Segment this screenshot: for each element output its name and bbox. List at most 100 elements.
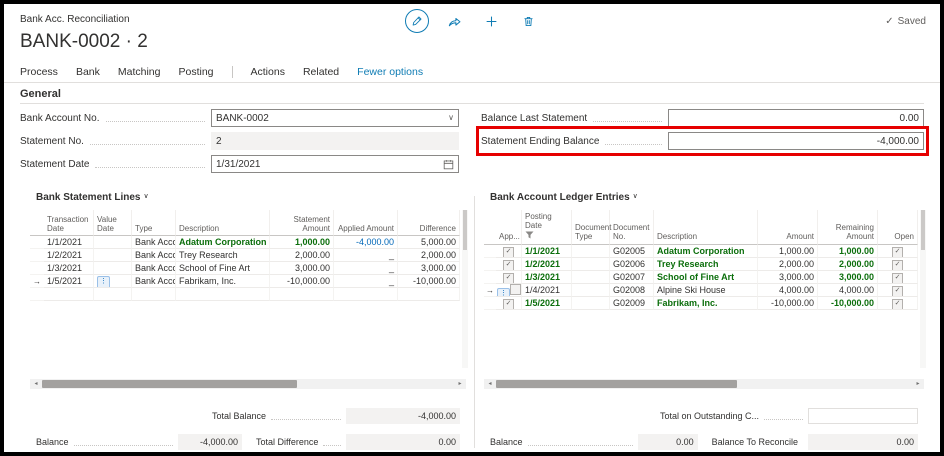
header-description[interactable]: Description xyxy=(654,210,758,245)
menu-matching[interactable]: Matching xyxy=(117,65,161,78)
cell-type[interactable] xyxy=(132,288,176,301)
cell-description[interactable] xyxy=(176,288,270,301)
cell-applied-amount[interactable]: _ xyxy=(334,249,398,262)
cell-document-type[interactable] xyxy=(572,283,610,297)
cell-statement-amount[interactable]: 2,000.00 xyxy=(270,249,334,262)
header-open[interactable]: Open xyxy=(878,210,918,245)
cell-statement-amount[interactable]: 3,000.00 xyxy=(270,262,334,275)
chevron-down-icon[interactable]: ∨ xyxy=(448,113,454,122)
cell-amount[interactable]: 3,000.00 xyxy=(758,270,818,284)
balance-last-statement-input[interactable]: 0.00 xyxy=(668,109,924,127)
cell-type[interactable]: Bank Accou... xyxy=(132,236,176,249)
scrollbar-thumb[interactable] xyxy=(921,210,925,250)
open-checkbox[interactable]: ✓ xyxy=(892,285,903,296)
statement-date-input[interactable]: 1/31/2021 xyxy=(211,155,459,173)
cell-open[interactable]: ✓ xyxy=(878,283,918,297)
cell-document-type[interactable] xyxy=(572,244,610,258)
cell-amount[interactable]: 4,000.00 xyxy=(758,283,818,297)
cell-document-no[interactable]: G02006 xyxy=(610,257,654,271)
bank-statement-lines-caption[interactable]: Bank Statement Lines ∨ xyxy=(36,192,149,203)
cell-amount[interactable]: 2,000.00 xyxy=(758,257,818,271)
cell-difference[interactable]: 5,000.00 xyxy=(398,236,460,249)
scroll-right-icon[interactable]: ▸ xyxy=(458,381,462,387)
menu-bank[interactable]: Bank xyxy=(75,65,100,78)
cell-description[interactable]: School of Fine Art xyxy=(654,270,758,284)
cell-description[interactable]: Fabrikam, Inc. xyxy=(176,275,270,288)
cell-description[interactable]: Adatum Corporation xyxy=(176,236,270,249)
applied-checkbox[interactable]: ✓ xyxy=(503,259,514,270)
add-icon[interactable] xyxy=(481,10,503,32)
cell-applied[interactable]: ✓ xyxy=(496,257,522,271)
horizontal-scrollbar[interactable]: ◂ ▸ xyxy=(30,379,466,389)
header-value-date[interactable]: Value Date xyxy=(94,210,132,236)
cell-type[interactable]: Bank Accou... xyxy=(132,249,176,262)
chevron-down-icon[interactable]: ∨ xyxy=(632,193,638,200)
cell-description[interactable]: Trey Research xyxy=(654,257,758,271)
header-type[interactable]: Type xyxy=(132,210,176,236)
cell-value-date[interactable] xyxy=(94,262,132,275)
scroll-left-icon[interactable]: ◂ xyxy=(34,381,38,387)
statement-line-row empty[interactable] xyxy=(30,288,460,301)
menu-posting[interactable]: Posting xyxy=(178,65,214,78)
scrollbar-thumb[interactable] xyxy=(463,210,467,250)
ledger-entry-row[interactable]: ✓ 1/1/2021 G02005 Adatum Corporation 1,0… xyxy=(484,244,918,258)
cell-description[interactable]: Adatum Corporation xyxy=(654,244,758,258)
header-description[interactable]: Description xyxy=(176,210,270,236)
header-transaction-date[interactable]: Transaction Date xyxy=(44,210,94,236)
cell-posting-date[interactable]: 1/4/2021 xyxy=(522,283,572,297)
cell-applied-amount[interactable] xyxy=(334,288,398,301)
cell-description[interactable]: School of Fine Art xyxy=(176,262,270,275)
cell-value-date[interactable] xyxy=(94,236,132,249)
cell-posting-date[interactable]: 1/3/2021 xyxy=(522,270,572,284)
vertical-scrollbar[interactable] xyxy=(920,210,926,368)
cell-amount[interactable]: -10,000.00 xyxy=(758,296,818,310)
edit-icon[interactable] xyxy=(404,9,429,33)
cell-statement-amount[interactable]: 1,000.00 xyxy=(270,236,334,249)
chevron-down-icon[interactable]: ∨ xyxy=(143,193,149,200)
header-remaining-amount[interactable]: Remaining Amount xyxy=(818,210,878,245)
cell-applied-amount[interactable]: _ xyxy=(334,262,398,275)
bank-account-no-input[interactable]: BANK-0002 ∨ xyxy=(211,109,459,127)
cell-transaction-date[interactable] xyxy=(44,288,94,301)
cell-document-no[interactable]: G02009 xyxy=(610,296,654,310)
statement-line-row selected[interactable]: → 1/5/2021 ⋮ Bank Accou... Fabrikam, Inc… xyxy=(30,275,460,288)
open-checkbox[interactable]: ✓ xyxy=(892,272,903,283)
cell-description[interactable]: Fabrikam, Inc. xyxy=(654,296,758,310)
cell-open[interactable]: ✓ xyxy=(878,296,918,310)
applied-checkbox[interactable]: ✓ xyxy=(503,272,514,283)
cell-applied[interactable]: ✓ xyxy=(496,270,522,284)
header-statement-amount[interactable]: Statement Amount xyxy=(270,210,334,236)
cell-value-date[interactable] xyxy=(94,288,132,301)
scrollbar-thumb[interactable] xyxy=(42,380,298,388)
vertical-scrollbar[interactable] xyxy=(462,210,468,368)
menu-related[interactable]: Related xyxy=(302,65,340,78)
breadcrumb[interactable]: Bank Acc. Reconciliation xyxy=(20,14,130,25)
header-document-type[interactable]: Document Type xyxy=(572,210,611,245)
cell-document-type[interactable] xyxy=(572,296,610,310)
statement-line-row[interactable]: 1/3/2021 Bank Accou... School of Fine Ar… xyxy=(30,262,460,275)
cell-posting-date[interactable]: 1/2/2021 xyxy=(522,257,572,271)
cell-applied[interactable]: ✓ xyxy=(496,296,522,310)
cell-open[interactable]: ✓ xyxy=(878,244,918,258)
cell-document-no[interactable]: G02007 xyxy=(610,270,654,284)
cell-description[interactable]: Trey Research xyxy=(176,249,270,262)
cell-applied-amount[interactable]: _ xyxy=(334,275,398,288)
row-menu-icon[interactable]: ⋮ xyxy=(97,276,110,287)
delete-icon[interactable] xyxy=(518,10,540,32)
cell-transaction-date[interactable]: 1/5/2021 xyxy=(44,275,94,288)
cell-transaction-date[interactable]: 1/3/2021 xyxy=(44,262,94,275)
cell-remaining-amount[interactable]: 1,000.00 xyxy=(818,244,878,258)
cell-applied-amount[interactable]: -4,000.00 xyxy=(334,236,398,249)
row-menu-icon[interactable]: ⋮ xyxy=(497,287,510,296)
cell-posting-date[interactable]: 1/5/2021 xyxy=(522,296,572,310)
applied-checkbox[interactable] xyxy=(510,283,521,295)
scroll-right-icon[interactable]: ▸ xyxy=(916,381,920,387)
scrollbar-track[interactable] xyxy=(42,379,454,389)
cell-description[interactable]: Alpine Ski House xyxy=(654,283,758,297)
horizontal-scrollbar[interactable]: ◂ ▸ xyxy=(484,379,924,389)
header-applied[interactable]: App... xyxy=(496,210,522,245)
open-checkbox[interactable]: ✓ xyxy=(892,298,903,309)
header-document-no[interactable]: Document No. xyxy=(610,210,654,245)
cell-applied[interactable]: ✓ xyxy=(496,244,522,258)
cell-transaction-date[interactable]: 1/2/2021 xyxy=(44,249,94,262)
